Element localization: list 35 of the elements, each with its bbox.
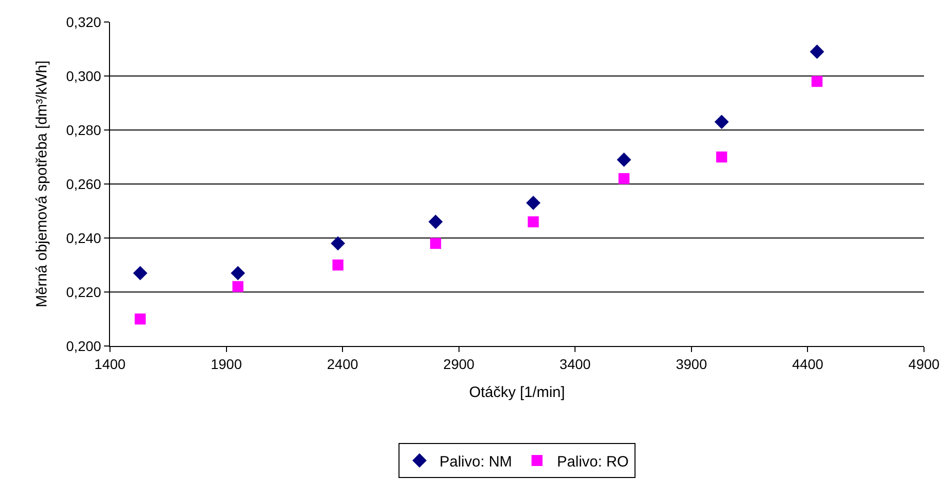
y-axis-title: Měrná objemová spotřeba [dm³/kWh] [33, 60, 50, 308]
point [133, 266, 148, 280]
point [330, 236, 346, 251]
y-tick-label: 0,280 [66, 122, 102, 138]
point [332, 260, 344, 270]
y-tick-label: 0,220 [66, 284, 102, 300]
x-tick-label: 4400 [792, 356, 824, 372]
point [810, 44, 824, 59]
legend-label: Palivo: NM [440, 453, 512, 470]
x-tick-label: 3900 [676, 356, 708, 372]
y-tick-label: 0,320 [66, 14, 102, 30]
x-tick-label: 2400 [326, 356, 358, 372]
y-tick-label: 0,240 [66, 230, 102, 246]
point [714, 114, 729, 130]
x-tick-label: 1400 [94, 356, 126, 372]
y-tick-label: 0,260 [66, 176, 102, 192]
point [812, 76, 823, 87]
x-tick-label: 3400 [560, 356, 591, 372]
point [430, 238, 442, 249]
legend-label: Palivo: RO [557, 453, 629, 470]
point [232, 281, 244, 292]
x-axis-title: Otáčky [1/min] [469, 384, 565, 401]
x-tick-label: 1900 [210, 356, 242, 372]
point [526, 196, 540, 210]
point [230, 266, 246, 280]
point [428, 214, 443, 229]
point [618, 173, 630, 184]
point [616, 152, 632, 167]
point [528, 216, 539, 228]
x-tick-label: 4900 [908, 356, 940, 372]
y-tick-label: 0,200 [66, 338, 102, 354]
x-tick-label: 2900 [443, 356, 475, 372]
y-tick-label: 0,300 [66, 68, 102, 84]
point [716, 152, 728, 162]
point [134, 314, 146, 324]
